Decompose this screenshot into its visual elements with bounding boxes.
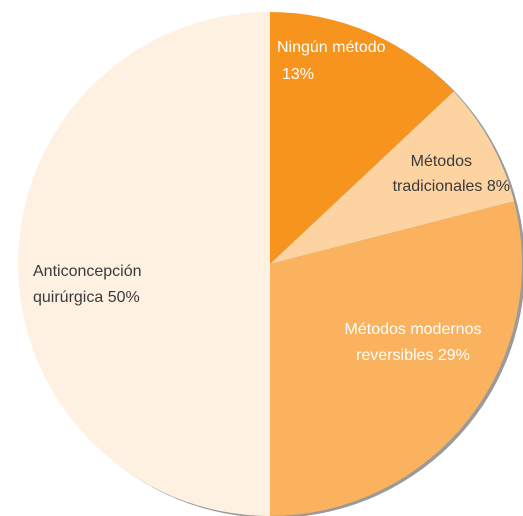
- slice-label: quirúrgica 50%: [33, 289, 140, 306]
- pie-slice: [270, 201, 522, 516]
- slice-label: Ningún método: [277, 39, 386, 56]
- pie-slice: [270, 91, 515, 264]
- pie-slice: [270, 12, 454, 264]
- pie-slice: [18, 12, 270, 516]
- slice-label: tradicionales 8%: [393, 178, 510, 195]
- slice-label: Métodos: [411, 153, 472, 170]
- slice-label: reversibles 29%: [356, 347, 470, 364]
- slice-label: Métodos modernos: [345, 321, 482, 338]
- slice-label: 13%: [282, 66, 314, 83]
- slice-label: Anticoncepción: [33, 263, 142, 280]
